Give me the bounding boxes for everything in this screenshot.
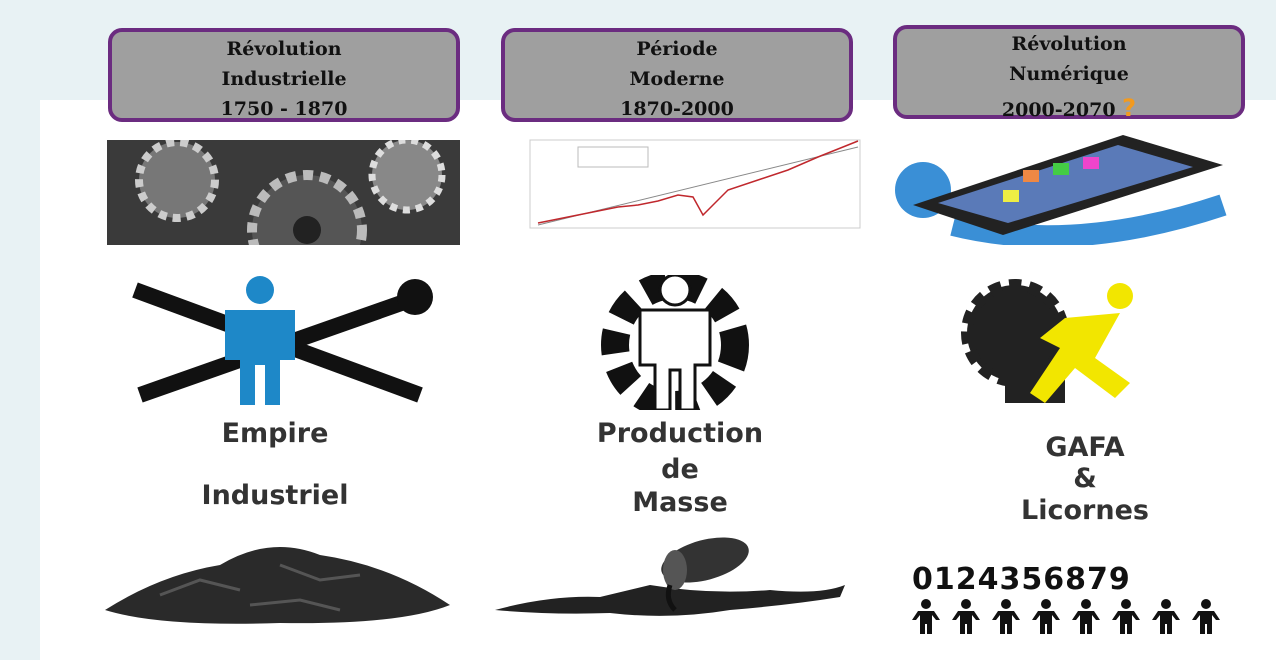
header-line: 1750 - 1870 — [112, 94, 456, 124]
person — [1001, 599, 1011, 609]
question-mark: ? — [1122, 94, 1136, 122]
header-line: Période — [505, 34, 849, 64]
caption: Production — [530, 418, 830, 449]
phone-image — [893, 135, 1233, 245]
runner-head — [1107, 283, 1133, 309]
header-line: Révolution — [112, 34, 456, 64]
people — [912, 599, 1220, 634]
person — [921, 599, 931, 609]
barrel-end — [663, 550, 687, 590]
mass-production-icon — [555, 275, 795, 410]
person — [1041, 599, 1051, 609]
caption: Masse — [530, 487, 830, 518]
wrench-head — [397, 279, 433, 315]
person — [1121, 599, 1131, 609]
coal-image — [100, 535, 455, 625]
person — [1032, 611, 1060, 634]
person — [1152, 611, 1180, 634]
header-line: Industrielle — [112, 64, 456, 94]
body — [225, 310, 295, 405]
header-line: 1870-2000 — [505, 94, 849, 124]
app-icon — [1083, 157, 1099, 169]
caption: de — [530, 454, 830, 485]
person — [1081, 599, 1091, 609]
people-row — [912, 598, 1257, 638]
person — [961, 599, 971, 609]
header-line: Moderne — [505, 64, 849, 94]
gear — [372, 140, 442, 210]
app-icon — [1003, 190, 1019, 202]
app-icon — [1053, 163, 1069, 175]
caption: Empire — [125, 418, 425, 449]
app-icon — [1023, 170, 1039, 182]
page: Révolution Industrielle 1750 - 1870 Péri… — [0, 0, 1276, 660]
person — [912, 611, 940, 634]
header-box: Période Moderne 1870-2000 — [501, 28, 853, 122]
coal-pile — [105, 547, 450, 624]
head — [660, 275, 690, 305]
person — [952, 611, 980, 634]
person — [1112, 611, 1140, 634]
head — [246, 276, 274, 304]
worker-icon — [130, 275, 440, 410]
person — [1072, 611, 1100, 634]
person — [1192, 611, 1220, 634]
person — [1161, 599, 1171, 609]
header-box: Révolution Numérique 2000-2070 ? — [893, 25, 1245, 119]
runner-icon — [945, 278, 1180, 408]
caption: Licornes — [935, 495, 1235, 526]
gear-hub — [293, 216, 321, 244]
header-line: Numérique — [897, 59, 1241, 89]
gears-image — [107, 140, 460, 245]
caption: GAFA — [935, 432, 1235, 463]
person — [1201, 599, 1211, 609]
header-box: Révolution Industrielle 1750 - 1870 — [108, 28, 460, 122]
header-text: 2000-2070 — [1002, 99, 1116, 121]
caption: & — [935, 463, 1235, 494]
header-line: 2000-2070 ? — [897, 93, 1241, 123]
gear — [139, 142, 215, 218]
digits: 0124356879 — [912, 562, 1131, 597]
chart-image — [508, 135, 865, 245]
oil-image — [490, 535, 850, 625]
legend-box — [578, 147, 648, 167]
header-line: Révolution — [897, 29, 1241, 59]
person — [992, 611, 1020, 634]
caption: Industriel — [125, 480, 425, 511]
